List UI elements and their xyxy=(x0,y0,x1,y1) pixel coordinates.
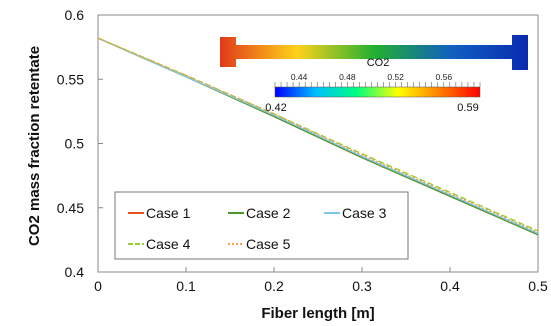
y-tick-label: 0.55 xyxy=(57,71,84,87)
legend-label-case-2: Case 2 xyxy=(246,205,291,221)
colorbar-tick-label: 0.44 xyxy=(291,72,308,82)
colorbar-tick-labels: 0.44 0.48 0.52 0.56 xyxy=(291,72,453,82)
colorbar-minor-ticks xyxy=(274,82,481,87)
series-line-case-3 xyxy=(97,37,539,235)
legend-label-case-1: Case 1 xyxy=(146,205,191,221)
legend-label-case-3: Case 3 xyxy=(342,205,387,221)
y-tick-label: 0.5 xyxy=(65,136,85,152)
colorbar: 0.44 0.48 0.52 0.56 0.42 0.59 xyxy=(265,72,481,114)
legend-box xyxy=(114,191,409,260)
series-line-case-5 xyxy=(97,37,539,233)
colorbar-min-label: 0.42 xyxy=(265,102,286,114)
co2-flow-arrow: CO2 xyxy=(220,35,528,70)
x-tick-label: 0.2 xyxy=(264,278,284,294)
colorbar-tick-label: 0.56 xyxy=(436,72,453,82)
y-axis: 0.4 0.45 0.5 0.55 0.6 xyxy=(57,7,103,280)
series-line-case-4 xyxy=(97,37,539,232)
x-tick-label: 0.3 xyxy=(352,278,372,294)
colorbar-tick-label: 0.52 xyxy=(387,72,404,82)
x-tick-label: 0.5 xyxy=(528,278,548,294)
colorbar-gradient xyxy=(274,86,481,98)
colorbar-tick-label: 0.48 xyxy=(339,72,356,82)
x-axis: 0 0.1 0.2 0.3 0.4 0.5 xyxy=(94,267,548,294)
colorbar-title: CO2 xyxy=(367,57,390,69)
series-lines xyxy=(97,37,539,236)
x-tick-label: 0 xyxy=(94,278,102,294)
y-tick-label: 0.6 xyxy=(65,7,85,23)
y-tick-label: 0.4 xyxy=(65,264,85,280)
y-axis-title: CO2 mass fraction retentate xyxy=(26,46,43,246)
legend-label-case-5: Case 5 xyxy=(246,236,291,252)
legend: Case 1 Case 2 Case 3 Case 4 Case 5 xyxy=(114,191,409,260)
y-tick-label: 0.45 xyxy=(57,200,84,216)
x-tick-label: 0.1 xyxy=(176,278,196,294)
x-tick-label: 0.4 xyxy=(440,278,460,294)
legend-label-case-4: Case 4 xyxy=(146,236,191,252)
colorbar-max-label: 0.59 xyxy=(457,102,478,114)
x-axis-title: Fiber length [m] xyxy=(261,305,374,322)
